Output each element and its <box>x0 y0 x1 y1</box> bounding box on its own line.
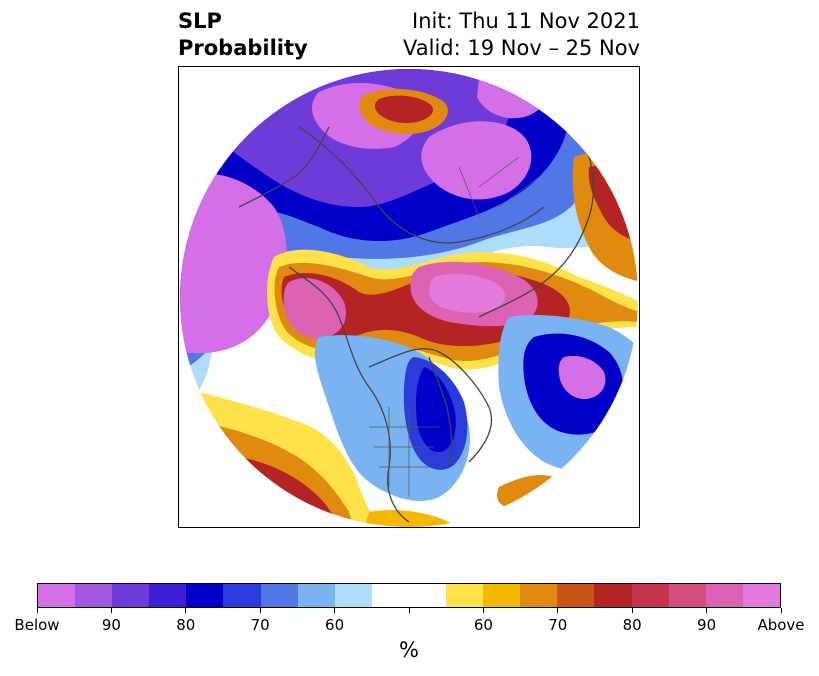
colorbar-tick <box>408 608 410 613</box>
above-southeast <box>497 475 554 507</box>
polar-probability-map <box>180 69 638 527</box>
colorbar-tick-label: 60 <box>473 616 493 634</box>
colorbar-swatch <box>297 584 335 607</box>
map-title: SLP Probability <box>178 8 308 62</box>
colorbar-swatch <box>742 584 780 607</box>
colorbar-tick-label: 90 <box>697 616 717 634</box>
colorbar-swatch <box>149 584 187 607</box>
below-extreme-northeast <box>421 121 532 200</box>
colorbar-tick <box>706 608 708 613</box>
colorbar-swatch <box>520 584 558 607</box>
valid-range: Valid: 19 Nov – 25 Nov <box>403 36 640 60</box>
colorbar-swatch <box>705 584 743 607</box>
colorbar-tick <box>557 608 559 613</box>
probability-colorbar <box>37 583 781 608</box>
colorbar-swatch <box>408 584 447 607</box>
colorbar-tick-label: 70 <box>250 616 270 634</box>
below-atlantic-core <box>415 367 456 453</box>
above-south <box>364 510 454 527</box>
colorbar-tick <box>36 608 38 613</box>
colorbar-swatch <box>557 584 595 607</box>
borders <box>369 156 540 497</box>
colorbar-tick-label: 70 <box>548 616 568 634</box>
colorbar-swatch <box>223 584 261 607</box>
coastlines <box>238 126 595 523</box>
colorbar-swatch <box>371 584 409 607</box>
colorbar-tick <box>334 608 336 613</box>
colorbar-tick <box>631 608 633 613</box>
colorbar-swatch <box>260 584 298 607</box>
colorbar-tick <box>110 608 112 613</box>
colorbar-tick-label: 90 <box>101 616 121 634</box>
colorbar-swatch <box>631 584 669 607</box>
colorbar-tick-label: Above <box>757 616 805 634</box>
below-east-core <box>558 355 606 400</box>
above-extreme-arctic-core <box>429 273 505 313</box>
colorbar-swatch <box>334 584 372 607</box>
colorbar-swatch <box>112 584 150 607</box>
colorbar-swatch <box>38 584 76 607</box>
colorbar-swatch <box>594 584 632 607</box>
colorbar-tick <box>482 608 484 613</box>
colorbar-tick-label: Below <box>14 616 60 634</box>
polar-map-frame <box>178 66 640 528</box>
colorbar-tick-label: 80 <box>176 616 196 634</box>
colorbar-swatch <box>668 584 706 607</box>
colorbar-tick-label: 80 <box>622 616 642 634</box>
colorbar-swatch <box>446 584 484 607</box>
colorbar-tick <box>185 608 187 613</box>
map-dates: Init: Thu 11 Nov 2021 Valid: 19 Nov – 25… <box>403 8 640 62</box>
colorbar-swatch <box>483 584 521 607</box>
colorbar-units: % <box>399 638 419 662</box>
init-date: Init: Thu 11 Nov 2021 <box>412 9 640 33</box>
colorbar-tick <box>780 608 782 613</box>
above-extreme-alaska <box>283 278 347 339</box>
below-extreme-west <box>180 173 287 354</box>
above-top-core <box>374 95 434 124</box>
colorbar-swatch <box>75 584 113 607</box>
colorbar-swatch <box>186 584 224 607</box>
title-variable: SLP <box>178 9 222 33</box>
colorbar-tick-label: 60 <box>325 616 345 634</box>
colorbar-tick <box>259 608 261 613</box>
title-type: Probability <box>178 36 308 60</box>
